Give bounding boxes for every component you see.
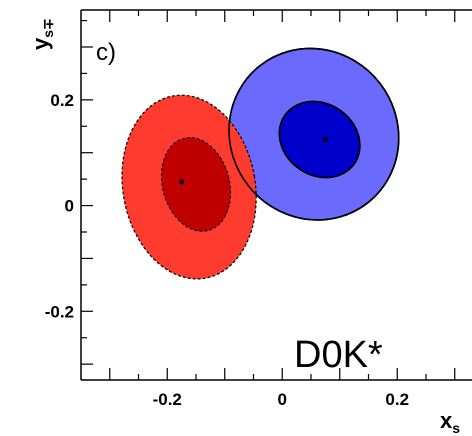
y-tick-label: 0.2 bbox=[50, 91, 74, 110]
y-axis-title: ys∓ bbox=[28, 18, 56, 50]
y-tick-label: -0.2 bbox=[45, 302, 74, 321]
red-central-point bbox=[179, 179, 185, 185]
red-inner-contour bbox=[160, 137, 232, 232]
y-axis-title-sub: s∓ bbox=[40, 18, 56, 38]
tick-layer: -0.2 0 0.2 -0.2 0 0.2 bbox=[45, 10, 456, 409]
contour-layer bbox=[121, 47, 400, 280]
x-tick-label: 0.2 bbox=[385, 390, 409, 409]
blue-inner-contour-line bbox=[278, 100, 361, 179]
blue-outer-contour-line bbox=[228, 47, 400, 221]
x-tick-label: -0.2 bbox=[153, 390, 182, 409]
decay-mode-label: D0K* bbox=[294, 334, 383, 376]
y-axis-title-main: y bbox=[28, 37, 53, 50]
plot-frame bbox=[80, 9, 472, 381]
x-axis-title-sub: s bbox=[452, 420, 460, 436]
y-tick-label: 0 bbox=[65, 197, 74, 216]
x-axis-title-main: x bbox=[440, 408, 453, 433]
panel-label: c) bbox=[96, 39, 116, 66]
blue-central-point bbox=[322, 136, 328, 143]
x-axis-title: xs bbox=[440, 408, 460, 436]
x-tick-label: 0 bbox=[278, 390, 287, 409]
